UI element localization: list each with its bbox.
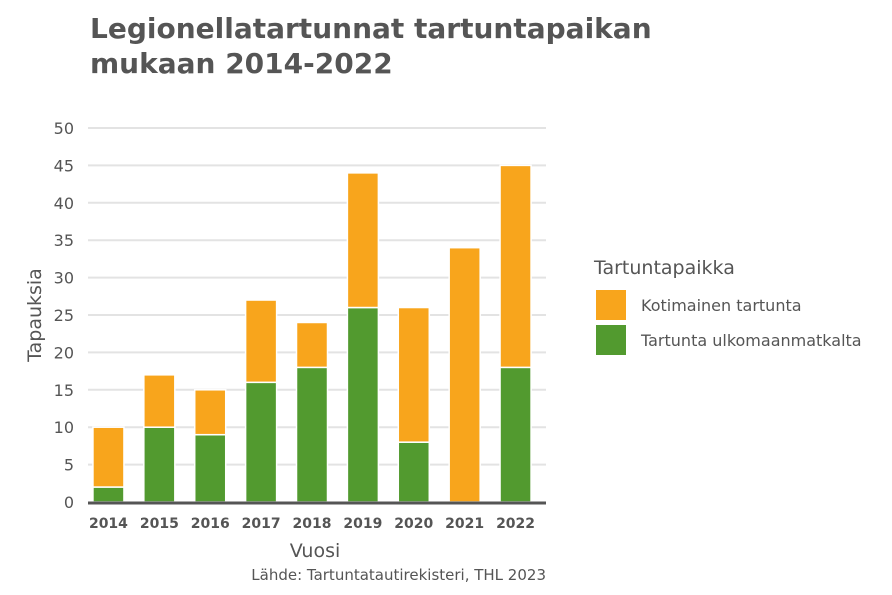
x-tick-label: 2022: [496, 516, 535, 532]
y-tick-label: 0: [64, 493, 74, 512]
x-axis-label: Vuosi: [290, 540, 341, 562]
y-axis-label: Tapauksia: [24, 268, 46, 363]
y-tick-label: 35: [54, 231, 74, 250]
bar-segment-2015: [143, 426, 176, 503]
y-tick-label: 45: [54, 156, 74, 175]
y-tick-label: 50: [54, 119, 74, 138]
legend-swatch-ulkomaa: [596, 325, 626, 355]
legend-label-kotimainen: Kotimainen tartunta: [641, 296, 802, 315]
chart-title-line-1: Legionellatartunnat tartuntapaikan: [90, 12, 652, 45]
y-tick-label: 15: [54, 381, 74, 400]
x-tick-label: 2018: [293, 516, 332, 532]
bar-segment-2016: [193, 433, 227, 503]
bar-segment-2017: [244, 299, 278, 384]
x-tick-label: 2020: [394, 516, 433, 532]
y-tick-label: 10: [54, 418, 74, 437]
y-tick-label: 30: [54, 269, 74, 288]
x-tick-label: 2016: [191, 516, 230, 532]
bar-segment-2014: [92, 486, 125, 503]
x-tick-label: 2015: [140, 516, 179, 532]
x-tick-label: 2014: [89, 516, 128, 532]
bar-segment-2017: [244, 381, 278, 503]
y-tick-label: 25: [54, 306, 74, 325]
legend-title: Tartuntapaikka: [593, 257, 735, 279]
bar-segment-2016: [193, 389, 227, 436]
bar-segment-2014: [92, 426, 125, 488]
legend-swatch-kotimainen: [596, 290, 626, 320]
bar-segment-2015: [143, 374, 176, 428]
y-tick-label: 40: [54, 194, 74, 213]
legend-label-ulkomaa: Tartunta ulkomaanmatkalta: [640, 331, 862, 350]
bar-segment-2021: [448, 246, 481, 503]
bar-segment-2020: [397, 306, 431, 443]
bar-segment-2022: [499, 366, 532, 503]
chart-title-line-2: mukaan 2014-2022: [90, 47, 393, 80]
y-tick-label: 20: [54, 343, 74, 362]
x-tick-label: 2017: [242, 516, 281, 532]
bar-segment-2020: [397, 441, 431, 503]
bar-segment-2018: [295, 321, 329, 369]
x-tick-label: 2019: [343, 516, 382, 532]
bar-segment-2019: [346, 172, 380, 309]
x-tick-label: 2021: [445, 516, 484, 532]
bar-segment-2022: [499, 164, 532, 369]
bar-segment-2018: [295, 366, 329, 503]
source-note: Lähde: Tartuntatautirekisteri, THL 2023: [251, 566, 546, 584]
bar-segment-2019: [346, 306, 380, 503]
y-tick-label: 5: [64, 456, 74, 475]
